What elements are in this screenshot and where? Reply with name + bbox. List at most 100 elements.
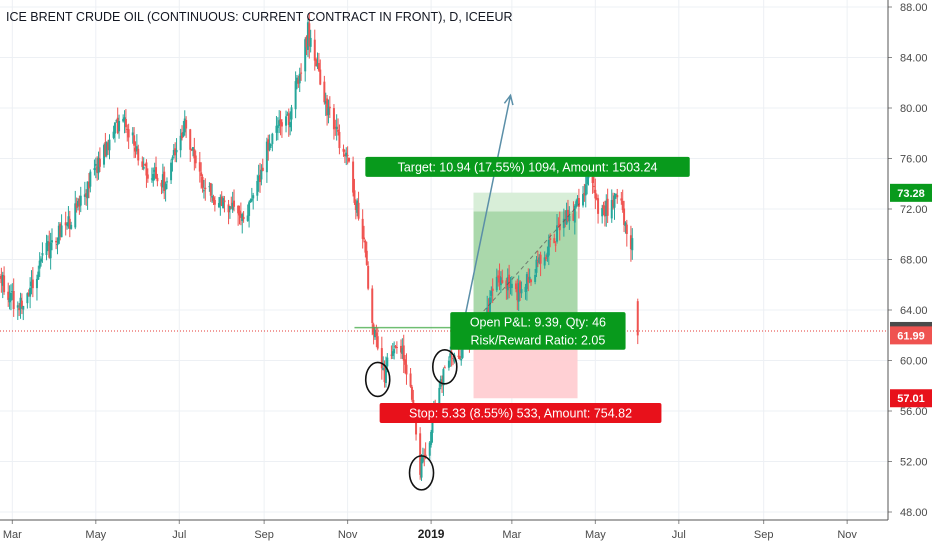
- candle-body: [380, 348, 383, 369]
- candle-body: [364, 240, 367, 253]
- candle-body: [592, 185, 595, 187]
- candle-body: [118, 120, 121, 132]
- candle-body: [78, 198, 81, 207]
- candle-body: [409, 373, 412, 387]
- candle-body: [491, 288, 494, 291]
- x-tick-label: Nov: [338, 529, 358, 541]
- candle-body: [79, 195, 82, 206]
- candle-body: [334, 126, 337, 128]
- candle-body: [46, 241, 49, 246]
- candle-body: [286, 114, 289, 116]
- candle-body: [539, 254, 542, 264]
- open-pl-label-group: Open P&L: 9.39, Qty: 46: [450, 312, 626, 333]
- candle-body: [137, 148, 140, 161]
- candle-body: [134, 147, 137, 152]
- candle-body: [586, 176, 589, 185]
- y-tick-label: 84.00: [900, 53, 928, 65]
- candle-body: [399, 345, 402, 353]
- candle-body: [108, 139, 111, 151]
- candle-body: [161, 174, 164, 188]
- risk-reward-label-box: [450, 329, 626, 350]
- y-tick-label: 56.00: [900, 406, 928, 418]
- candle-body: [547, 239, 550, 256]
- candle-body: [449, 353, 452, 358]
- candle-body: [237, 205, 240, 214]
- candle-body: [222, 198, 225, 209]
- candle-body: [616, 195, 619, 198]
- candle-body: [327, 106, 330, 115]
- risk-reward-label: Risk/Reward Ratio: 2.05: [471, 333, 606, 347]
- candle-body: [198, 162, 201, 172]
- drawings-layer: [0, 93, 888, 491]
- candle-body: [189, 129, 192, 150]
- candle-body: [77, 200, 80, 206]
- candlestick-series: [0, 12, 639, 481]
- candle-body: [212, 197, 215, 202]
- candle-body: [223, 200, 226, 203]
- candle-body: [556, 225, 559, 242]
- candle-body: [601, 208, 604, 217]
- candle-body: [278, 120, 281, 126]
- candle-body: [323, 81, 326, 103]
- candle-body: [123, 117, 126, 121]
- candle-body: [447, 360, 450, 368]
- candle-body: [183, 118, 186, 133]
- candle-body: [238, 210, 241, 216]
- candle-body: [510, 283, 513, 288]
- candle-body: [113, 122, 116, 134]
- price-badge-group: 57.01: [890, 389, 932, 408]
- candle-body: [164, 183, 167, 190]
- candle-body: [612, 199, 615, 207]
- open-pl-label: Open P&L: 9.39, Qty: 46: [470, 316, 606, 330]
- candle-body: [96, 166, 99, 173]
- candle-body: [48, 241, 51, 258]
- candle-body: [326, 98, 329, 116]
- candle-body: [141, 161, 144, 167]
- candle-body: [606, 198, 609, 216]
- candle-body: [509, 287, 512, 289]
- candle-body: [620, 198, 623, 201]
- candle-body: [68, 218, 71, 229]
- candle-body: [165, 181, 168, 183]
- candle-body: [610, 200, 613, 219]
- candle-body: [335, 126, 338, 130]
- x-tick-label: Sep: [754, 529, 774, 541]
- candle-body: [568, 215, 571, 222]
- candle-body: [57, 225, 60, 244]
- candle-body: [94, 163, 97, 166]
- candle-body: [520, 289, 523, 294]
- candle-body: [583, 193, 586, 196]
- candle-body: [122, 118, 125, 122]
- candle-body: [193, 149, 196, 159]
- candle-body: [182, 132, 185, 137]
- price-badge: [890, 183, 932, 202]
- candle-body: [410, 386, 413, 400]
- candle-body: [405, 364, 408, 375]
- candle-body: [534, 274, 537, 282]
- candle-body: [20, 300, 23, 307]
- candle-body: [317, 63, 320, 71]
- candle-body: [230, 207, 233, 209]
- candle-body: [93, 168, 96, 171]
- candle-body: [535, 259, 538, 273]
- candle-body: [499, 277, 502, 286]
- candle-body: [289, 122, 292, 128]
- candle-body: [404, 359, 407, 365]
- candle-body: [279, 119, 282, 125]
- candle-body: [9, 292, 12, 301]
- candle-body: [246, 215, 249, 221]
- candle-body: [517, 283, 520, 302]
- candle-body: [345, 152, 348, 157]
- price-badge: [890, 389, 932, 408]
- candle-body: [346, 154, 349, 156]
- candle-body: [363, 237, 366, 240]
- candle-body: [295, 77, 298, 84]
- candle-body: [595, 197, 598, 200]
- candle-body: [514, 283, 517, 290]
- candle-body: [347, 157, 350, 162]
- candle-body: [430, 431, 433, 445]
- candle-body: [49, 242, 52, 259]
- x-tick-label: Mar: [3, 529, 22, 541]
